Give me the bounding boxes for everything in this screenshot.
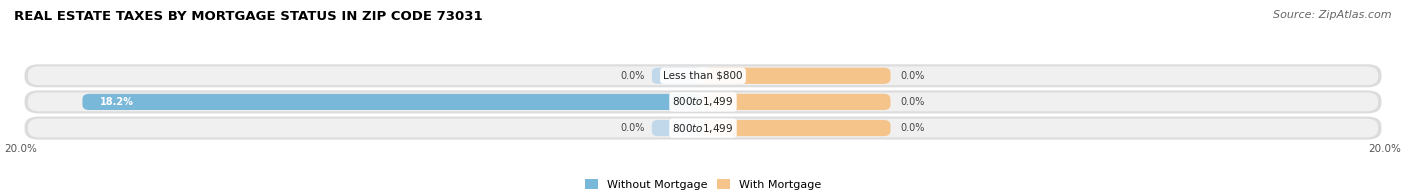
Text: 0.0%: 0.0%: [620, 71, 645, 81]
Text: 18.2%: 18.2%: [100, 97, 134, 107]
FancyBboxPatch shape: [28, 66, 1378, 85]
Text: 0.0%: 0.0%: [620, 123, 645, 133]
Text: $800 to $1,499: $800 to $1,499: [672, 95, 734, 108]
Text: 0.0%: 0.0%: [901, 97, 925, 107]
FancyBboxPatch shape: [28, 119, 1378, 137]
Text: 0.0%: 0.0%: [901, 71, 925, 81]
Text: Less than $800: Less than $800: [664, 71, 742, 81]
Text: $800 to $1,499: $800 to $1,499: [672, 122, 734, 134]
FancyBboxPatch shape: [703, 94, 890, 110]
Text: Source: ZipAtlas.com: Source: ZipAtlas.com: [1274, 10, 1392, 20]
FancyBboxPatch shape: [24, 117, 1382, 140]
FancyBboxPatch shape: [703, 68, 890, 84]
FancyBboxPatch shape: [83, 94, 703, 110]
FancyBboxPatch shape: [28, 93, 1378, 111]
FancyBboxPatch shape: [652, 120, 703, 136]
Text: REAL ESTATE TAXES BY MORTGAGE STATUS IN ZIP CODE 73031: REAL ESTATE TAXES BY MORTGAGE STATUS IN …: [14, 10, 482, 23]
Text: 0.0%: 0.0%: [901, 123, 925, 133]
FancyBboxPatch shape: [24, 90, 1382, 113]
Legend: Without Mortgage, With Mortgage: Without Mortgage, With Mortgage: [581, 175, 825, 194]
FancyBboxPatch shape: [24, 64, 1382, 87]
FancyBboxPatch shape: [652, 68, 703, 84]
FancyBboxPatch shape: [703, 120, 890, 136]
